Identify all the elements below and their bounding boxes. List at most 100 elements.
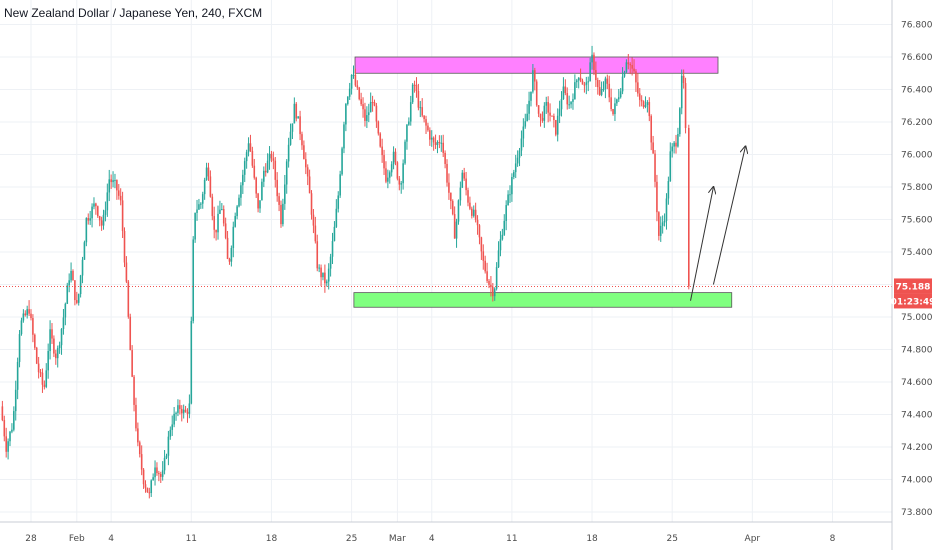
candle-body [24, 313, 27, 316]
chart-title: New Zealand Dollar / Japanese Yen, 240, … [4, 6, 263, 20]
candle-body [465, 178, 467, 191]
candle-body [679, 108, 681, 135]
candle-body [45, 370, 48, 387]
candle-body [68, 280, 70, 286]
candle-body [198, 204, 200, 210]
candle-body [375, 105, 378, 122]
candle-body [76, 300, 78, 303]
candle-body [591, 54, 593, 63]
candle-body [217, 213, 219, 233]
candle-body [93, 203, 95, 207]
candle-body [37, 363, 40, 373]
candle-body [150, 480, 153, 494]
candle-body [394, 151, 397, 163]
candle-body [469, 202, 471, 209]
candle-body [123, 230, 126, 263]
candle-body [316, 241, 319, 269]
y-tick-label: 75.000 [901, 313, 932, 323]
candle-body [224, 223, 227, 238]
candle-body [554, 120, 557, 135]
candle-body [575, 80, 578, 83]
candle-body [116, 180, 118, 191]
countdown-badge [894, 293, 932, 309]
candle-body [192, 239, 195, 321]
candle-body [408, 121, 410, 125]
candle-body [513, 172, 515, 178]
x-tick-label: 11 [506, 534, 517, 544]
candle-body [596, 80, 599, 88]
x-tick-label: Mar [389, 534, 406, 544]
candle-body [242, 174, 244, 186]
candle-body [520, 138, 523, 151]
candle-body [13, 411, 15, 430]
candle-body [654, 153, 656, 182]
candle-body [180, 408, 183, 414]
candle-body [70, 270, 72, 281]
candle-body [30, 313, 32, 319]
candle-body [623, 72, 626, 77]
candle-body [11, 429, 13, 432]
candle-body [14, 389, 17, 412]
candle-body [411, 84, 414, 103]
candle-body [451, 201, 454, 215]
candle-body [1, 406, 4, 421]
candle-body [230, 248, 233, 262]
candle-body [114, 180, 116, 182]
candle-body [642, 101, 645, 107]
candle-body [159, 474, 162, 477]
candles [1, 45, 690, 499]
candle-body [18, 334, 21, 362]
candle-body [516, 157, 519, 164]
candle-body [532, 70, 534, 92]
candle-body [219, 209, 221, 214]
y-tick-label: 76.800 [901, 21, 932, 31]
candle-body [356, 85, 359, 88]
candle-body [406, 124, 408, 142]
support-zone [353, 292, 733, 308]
candle-body [373, 102, 376, 106]
candle-body [528, 100, 530, 114]
candle-body [163, 457, 166, 471]
candle-body [404, 141, 406, 164]
candle-body [318, 267, 320, 269]
candle-body [633, 68, 635, 72]
candle-body [234, 216, 236, 227]
candle-body [85, 218, 88, 243]
y-tick-label: 74.400 [901, 411, 932, 421]
candle-body [396, 162, 399, 179]
candle-body [49, 329, 51, 352]
candle-body [350, 74, 353, 89]
candle-body [392, 151, 395, 165]
candle-body [377, 121, 380, 134]
candle-body [259, 200, 261, 209]
candle-body [425, 119, 427, 126]
candle-body [108, 179, 111, 193]
candle-body [196, 209, 198, 213]
candle-body [81, 259, 84, 276]
candle-body [484, 260, 486, 272]
candle-body [274, 160, 277, 180]
candle-body [280, 204, 282, 225]
candle-body [648, 102, 651, 117]
candle-body [480, 237, 483, 252]
candle-body [245, 152, 248, 162]
candle-body [688, 127, 690, 287]
candle-body [598, 87, 601, 95]
candle-body [310, 193, 313, 215]
candle-body [659, 225, 662, 236]
candle-body [268, 153, 271, 161]
candle-body [297, 116, 299, 119]
candle-body [148, 492, 151, 494]
candle-body [614, 103, 616, 115]
candle-body [207, 167, 210, 177]
candle-body [66, 285, 69, 304]
countdown-badge-label: 01:23:49 [891, 297, 932, 307]
candle-body [658, 212, 660, 236]
candle-body [194, 212, 196, 240]
candle-body [3, 420, 6, 437]
candle-body [640, 99, 643, 102]
candle-body [34, 334, 36, 348]
candle-body [366, 115, 368, 121]
